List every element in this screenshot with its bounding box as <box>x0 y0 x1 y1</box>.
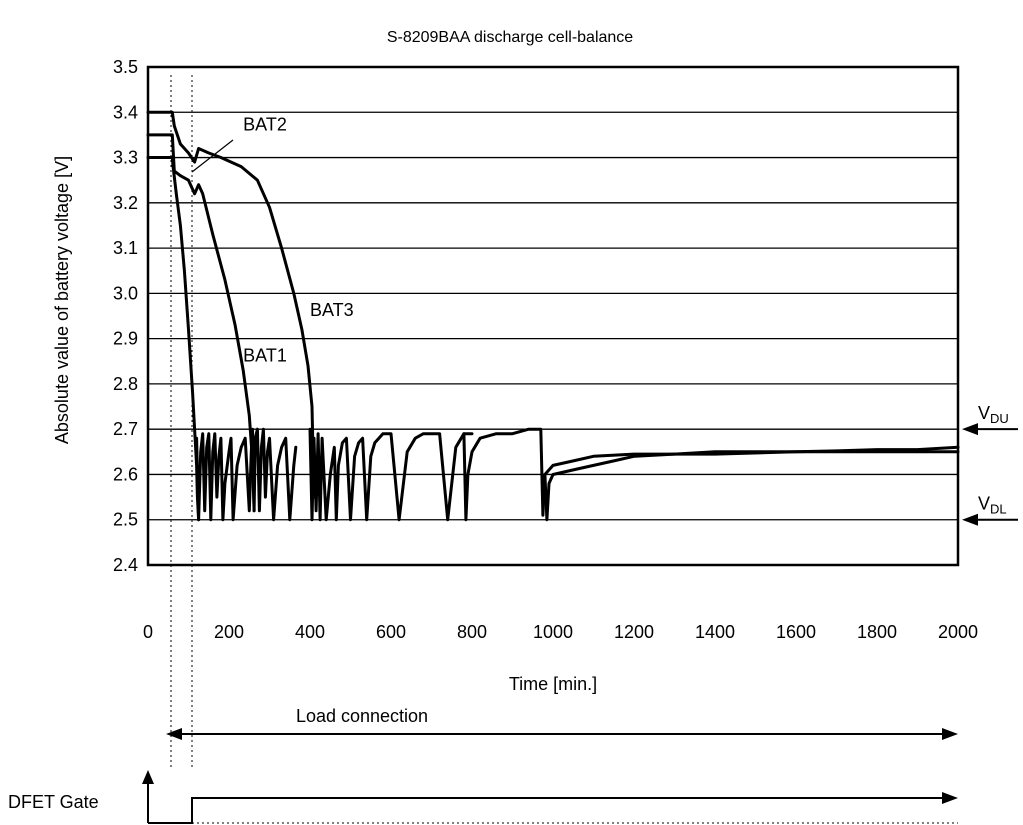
x-tick-label: 2000 <box>938 622 978 642</box>
y-tick-label: 2.8 <box>113 374 138 394</box>
dfet-gate-label: DFET Gate <box>8 792 99 812</box>
x-tick-label: 1600 <box>776 622 816 642</box>
x-tick-label: 1800 <box>857 622 897 642</box>
x-axis-title: Time [min.] <box>509 674 597 694</box>
y-tick-label: 2.5 <box>113 510 138 530</box>
plot-frame <box>146 65 960 567</box>
y-tick-label: 2.7 <box>113 419 138 439</box>
series-line-segment-6 <box>543 450 960 522</box>
curve-label: BAT1 <box>243 345 287 365</box>
curve-labels: BAT2 BAT3 BAT1 <box>243 114 354 365</box>
series-line-bat3 <box>146 110 316 499</box>
y-tick-label: 3.3 <box>113 148 138 168</box>
series-line-bat2 <box>146 133 256 513</box>
threshold-arrow-head <box>962 423 978 436</box>
y-tick-label: 2.4 <box>113 555 138 575</box>
y-tick-label: 3.5 <box>113 57 138 77</box>
y-tick-label: 3.4 <box>113 102 138 122</box>
curve-label: BAT2 <box>243 114 287 134</box>
y-tick-label: 2.6 <box>113 464 138 484</box>
curve-label: BAT3 <box>310 300 354 320</box>
y-tick-label: 3.0 <box>113 283 138 303</box>
y-tick-label: 3.1 <box>113 238 138 258</box>
threshold-label: VDU <box>978 403 1009 426</box>
threshold-label: VDL <box>978 494 1007 517</box>
chart-title: S-8209BAA discharge cell-balance <box>387 29 633 46</box>
series-line-segment-3 <box>195 427 298 522</box>
x-tick-labels: 0 200 400 600 800 1000 1200 1400 1600 1800 2000 <box>143 622 978 642</box>
y-axis-title: Absolute value of battery voltage [V] <box>52 156 72 444</box>
x-tick-label: 800 <box>457 622 487 642</box>
threshold-arrow-head <box>962 513 978 526</box>
x-tick-label: 1400 <box>695 622 735 642</box>
y-tick-labels: 2.4 2.5 2.6 2.7 2.8 2.9 3.0 3.1 3.2 3.3 3.4 3.5 <box>113 57 138 575</box>
x-tick-label: 600 <box>376 622 406 642</box>
dfet-gate-arrow-head <box>942 792 958 804</box>
x-tick-label: 1200 <box>614 622 654 642</box>
x-tick-label: 1000 <box>533 622 573 642</box>
bat2-leader-line <box>191 139 234 173</box>
dfet-gate-up-arrow <box>142 770 154 784</box>
threshold-labels: VDU VDL <box>962 403 1018 526</box>
x-tick-label: 0 <box>143 622 153 642</box>
data-series <box>146 110 960 522</box>
load-arrow-right-head <box>942 728 958 740</box>
dfet-gate-waveform <box>148 797 948 824</box>
load-connection-label: Load connection <box>296 706 428 726</box>
x-tick-label: 400 <box>295 622 325 642</box>
load-arrow-left-head <box>166 728 182 740</box>
series-line-segment-4 <box>308 427 474 522</box>
y-tick-label: 2.9 <box>113 329 138 349</box>
y-tick-label: 3.2 <box>113 193 138 213</box>
x-tick-label: 200 <box>214 622 244 642</box>
